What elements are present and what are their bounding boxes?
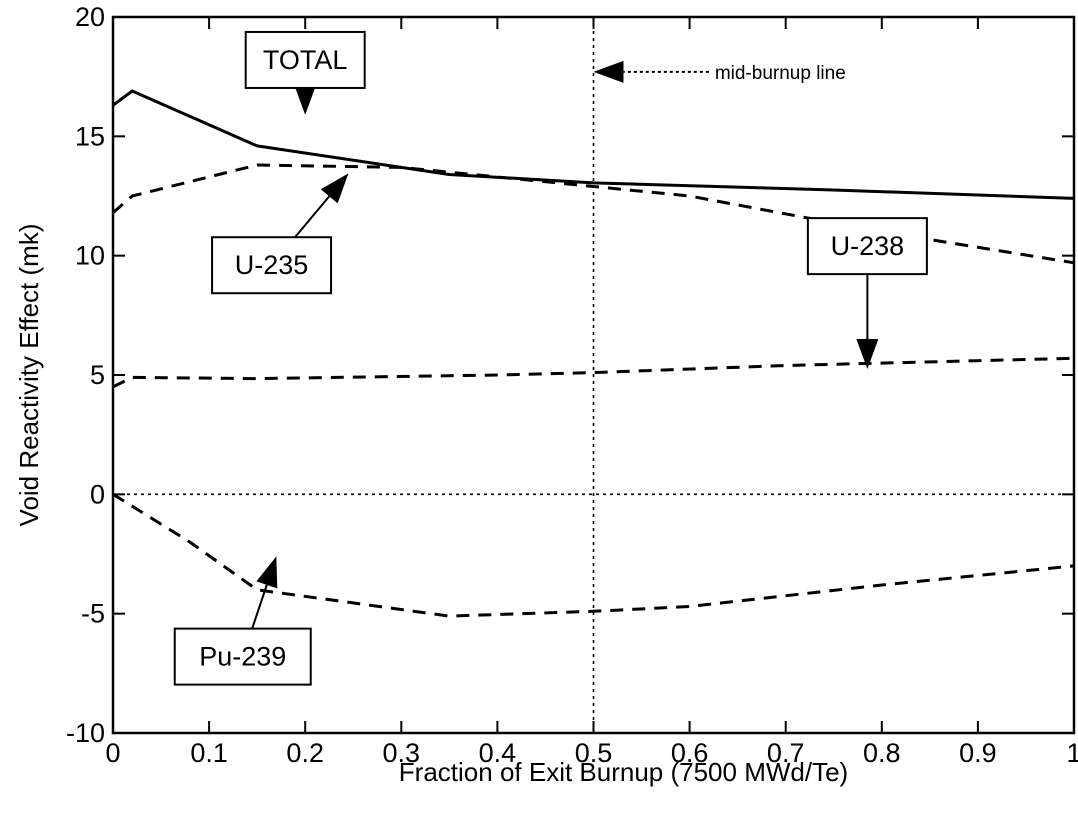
- annotation-label-u-238: U-238: [831, 231, 905, 261]
- y-axis-title: Void Reactivity Effect (mk): [14, 224, 44, 527]
- x-tick-label: 0.4: [479, 738, 517, 768]
- y-tick-label: 5: [90, 360, 105, 390]
- x-axis-title: Fraction of Exit Burnup (7500 MWd/Te): [399, 757, 848, 787]
- x-tick-label: 1: [1066, 738, 1078, 768]
- x-tick-label: 0: [105, 738, 120, 768]
- x-tick-label: 0.3: [383, 738, 421, 768]
- series-line-total: [112, 89, 1075, 200]
- y-tick-label: -5: [81, 599, 105, 629]
- y-tick-label: 0: [90, 479, 105, 509]
- x-tick-label: 0.1: [190, 738, 228, 768]
- y-tick-label: 20: [75, 2, 105, 32]
- annotation-box-pu-239: [173, 627, 312, 686]
- annotation-label-pu-239: Pu-239: [199, 642, 286, 672]
- annotation-label-u-235: U-235: [235, 250, 309, 280]
- annotation-label-mid-burnup-line: mid-burnup line: [715, 63, 846, 84]
- x-tick-label: 0.2: [286, 738, 324, 768]
- axis-labels: 0 0.1 0.2 0.3 0.4 0.5 0.6 0.7 0.8 0.9 1 -10 -5 0 5 10 15…: [14, 2, 1078, 787]
- y-tick-label: 10: [75, 241, 105, 271]
- annotation-pu-239-arrow-shaft: [251, 584, 268, 629]
- annotation-total-arrow-head: [294, 84, 317, 115]
- annotation-box-u-235: [211, 236, 333, 295]
- annotation-label-total: TOTAL: [263, 45, 348, 75]
- series-line-pu-239: [112, 493, 1075, 618]
- annotation-u-235-arrow-shaft: [294, 195, 330, 238]
- x-tick-label: 0.8: [863, 738, 901, 768]
- annotation-mid-burnup-line-arrow-head: [593, 60, 624, 83]
- annotation-box-u-238: [806, 217, 928, 276]
- x-tick-label: 0.9: [959, 738, 997, 768]
- series-line-u-238: [112, 356, 1075, 389]
- annotation-box-total: [244, 30, 366, 89]
- annotations: TOTAL U-235 U-238 Pu-239 mid-burnup line: [173, 30, 928, 686]
- annotation-u-238-arrow-head: [856, 339, 879, 370]
- y-tick-label: 15: [75, 121, 105, 151]
- y-tick-label: -10: [66, 718, 105, 748]
- x-tick-label: 0.6: [671, 738, 709, 768]
- annotation-pu-239-arrow-head: [256, 556, 278, 589]
- x-tick-label: 0.5: [575, 738, 613, 768]
- annotation-u-235-arrow-head: [320, 173, 349, 204]
- reference-lines: [113, 17, 1074, 733]
- x-tick-label: 0.7: [767, 738, 805, 768]
